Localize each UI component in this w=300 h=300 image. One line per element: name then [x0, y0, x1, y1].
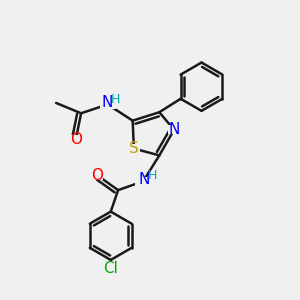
FancyBboxPatch shape — [70, 135, 81, 143]
FancyBboxPatch shape — [92, 171, 103, 179]
Text: N: N — [102, 95, 113, 110]
Text: Cl: Cl — [103, 261, 118, 276]
Text: O: O — [92, 168, 104, 183]
Text: H: H — [111, 93, 121, 106]
FancyBboxPatch shape — [135, 177, 151, 186]
FancyBboxPatch shape — [100, 100, 116, 109]
Text: N: N — [168, 122, 180, 137]
Text: S: S — [129, 141, 139, 156]
Text: O: O — [70, 132, 82, 147]
Text: N: N — [139, 172, 150, 187]
Text: H: H — [148, 169, 158, 182]
FancyBboxPatch shape — [128, 144, 140, 153]
FancyBboxPatch shape — [169, 125, 180, 134]
